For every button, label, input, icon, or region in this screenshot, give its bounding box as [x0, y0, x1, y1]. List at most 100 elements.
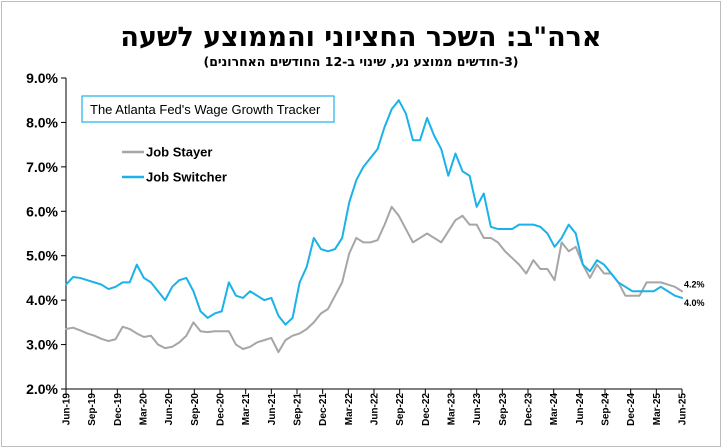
data-point-job-stayer: [72, 327, 74, 329]
data-point-job-stayer: [469, 224, 471, 226]
data-point-job-switcher: [490, 226, 492, 228]
data-point-job-stayer: [426, 233, 428, 235]
data-point-job-switcher: [554, 246, 556, 248]
data-point-job-switcher: [511, 228, 513, 230]
data-point-job-stayer: [192, 321, 194, 323]
annotation-border: [81, 95, 335, 123]
x-tick-label: Dec-23: [524, 393, 535, 426]
data-point-job-stayer: [228, 330, 230, 332]
data-point-job-switcher: [299, 281, 301, 283]
data-point-job-switcher: [610, 272, 612, 274]
x-tick-label: Sep-20: [190, 393, 201, 426]
data-point-job-stayer: [398, 215, 400, 217]
data-point-job-stayer: [447, 230, 449, 232]
data-point-job-switcher: [603, 264, 605, 266]
data-point-job-stayer: [129, 328, 131, 330]
chart-title: ארה"ב: השכר החציוני והממוצע לשעה: [120, 22, 601, 53]
series-job-stayer: [65, 205, 683, 354]
data-point-job-stayer: [122, 326, 124, 328]
data-point-job-stayer: [667, 284, 669, 286]
data-point-job-stayer: [561, 241, 563, 243]
data-point-job-stayer: [518, 264, 520, 266]
data-point-job-switcher: [369, 157, 371, 159]
x-axis: Jun-19 Sep-19 Dec-19 Mar-20 Jun-20 Sep-20 Dec-…: [62, 388, 689, 426]
data-point-job-stayer: [313, 321, 315, 323]
data-point-job-stayer: [405, 228, 407, 230]
data-point-job-stayer: [185, 335, 187, 337]
x-tick-label: Sep-22: [395, 393, 406, 426]
data-point-job-switcher: [589, 270, 591, 272]
x-tick-label: Jun-23: [472, 393, 483, 426]
data-point-job-switcher: [256, 295, 258, 297]
y-tick-label: 9.0%: [26, 70, 58, 86]
data-point-job-stayer: [256, 341, 258, 343]
x-tick-label: Dec-24: [626, 393, 637, 426]
data-point-job-stayer: [242, 348, 244, 350]
data-point-job-stayer: [412, 241, 414, 243]
data-point-job-switcher: [646, 290, 648, 292]
data-point-job-switcher: [242, 297, 244, 299]
data-point-job-switcher: [249, 290, 251, 292]
data-point-job-stayer: [462, 215, 464, 217]
x-tick-label: Dec-21: [318, 393, 329, 426]
data-point-job-stayer: [532, 259, 534, 261]
data-point-job-stayer: [391, 206, 393, 208]
data-point-job-switcher: [568, 224, 570, 226]
data-point-job-stayer: [653, 281, 655, 283]
data-point-job-stayer: [86, 332, 88, 334]
y-tick-label: 8.0%: [26, 114, 58, 130]
data-point-job-switcher: [355, 179, 357, 181]
data-point-job-stayer: [65, 328, 67, 330]
data-point-job-switcher: [426, 117, 428, 119]
y-tick-label: 3.0%: [26, 337, 58, 353]
data-point-job-stayer: [327, 308, 329, 310]
data-point-job-stayer: [497, 241, 499, 243]
x-tick-label: Dec-19: [113, 393, 124, 426]
series-layer: [65, 99, 683, 354]
data-point-job-stayer: [554, 279, 556, 281]
data-point-job-switcher: [384, 126, 386, 128]
data-point-job-switcher: [539, 226, 541, 228]
data-point-job-stayer: [454, 219, 456, 221]
data-point-job-stayer: [674, 286, 676, 288]
data-point-job-switcher: [433, 135, 435, 137]
x-tick-label: Jun-19: [62, 393, 73, 426]
data-point-job-stayer: [419, 237, 421, 239]
data-point-job-stayer: [79, 329, 81, 331]
data-point-job-switcher: [667, 290, 669, 292]
data-point-job-switcher: [518, 224, 520, 226]
data-point-job-switcher: [362, 166, 364, 168]
data-point-job-switcher: [221, 310, 223, 312]
data-point-job-switcher: [115, 286, 117, 288]
x-tick-label: Sep-21: [293, 393, 304, 426]
data-point-job-switcher: [639, 290, 641, 292]
end-label-job-switcher: 4.0%: [684, 298, 705, 308]
data-point-job-stayer: [341, 281, 343, 283]
data-point-job-switcher: [313, 237, 315, 239]
data-point-job-stayer: [136, 332, 138, 334]
data-point-job-switcher: [200, 310, 202, 312]
data-point-job-stayer: [299, 332, 301, 334]
data-point-job-stayer: [355, 237, 357, 239]
data-point-job-switcher: [136, 264, 138, 266]
series-job-switcher: [65, 99, 683, 326]
data-point-job-switcher: [454, 153, 456, 155]
data-point-job-switcher: [270, 297, 272, 299]
data-point-job-switcher: [171, 286, 173, 288]
data-point-job-switcher: [476, 206, 478, 208]
data-point-job-switcher: [207, 317, 209, 319]
data-point-job-stayer: [624, 295, 626, 297]
data-point-job-switcher: [469, 175, 471, 177]
data-point-job-stayer: [171, 346, 173, 348]
annotation-box: The Atlanta Fed's Wage Growth Tracker: [81, 95, 335, 123]
data-point-job-stayer: [263, 339, 265, 341]
data-point-job-switcher: [348, 201, 350, 203]
data-point-job-stayer: [306, 328, 308, 330]
y-axis: 2.0% 3.0% 4.0% 5.0% 6.0% 7.0% 8.0% 9.0%: [26, 70, 67, 397]
data-point-job-switcher: [483, 193, 485, 195]
data-point-job-stayer: [504, 250, 506, 252]
data-point-job-stayer: [200, 330, 202, 332]
data-point-job-stayer: [150, 335, 152, 337]
data-point-job-stayer: [93, 335, 95, 337]
